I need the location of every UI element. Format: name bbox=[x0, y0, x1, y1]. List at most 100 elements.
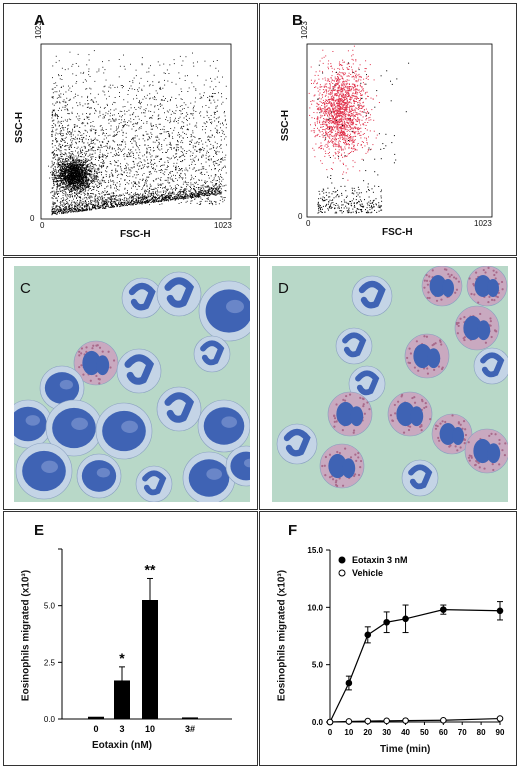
scatter-point bbox=[180, 141, 182, 143]
scatter-point bbox=[97, 173, 98, 175]
scatter-point bbox=[68, 85, 69, 87]
scatter-point bbox=[135, 143, 137, 145]
scatter-point bbox=[84, 206, 86, 208]
scatter-point bbox=[80, 172, 82, 174]
scatter-point bbox=[129, 153, 130, 155]
scatter-point bbox=[127, 190, 128, 192]
scatter-point bbox=[62, 178, 64, 180]
scatter-point bbox=[86, 187, 88, 189]
scatter-point bbox=[206, 145, 208, 147]
scatter-point bbox=[185, 153, 187, 154]
scatter-point bbox=[157, 187, 159, 188]
scatter-point bbox=[191, 113, 192, 115]
scatter-point bbox=[80, 72, 82, 74]
scatter-point bbox=[56, 188, 58, 190]
scatter-point bbox=[173, 174, 174, 176]
scatter-point bbox=[100, 166, 102, 167]
scatter-point bbox=[100, 207, 102, 208]
scatter-point bbox=[58, 178, 60, 179]
scatter-point bbox=[203, 187, 205, 189]
scatter-point bbox=[219, 187, 221, 189]
scatter-point bbox=[124, 68, 126, 70]
scatter-point bbox=[152, 84, 154, 86]
scatter-point bbox=[88, 103, 90, 105]
scatter-point bbox=[89, 129, 91, 131]
scatter-point bbox=[64, 105, 66, 107]
scatter-point bbox=[131, 187, 132, 189]
scatter-point bbox=[183, 181, 185, 183]
scatter-point bbox=[112, 120, 114, 122]
scatter-point bbox=[105, 145, 107, 147]
scatter-point bbox=[84, 174, 86, 176]
scatter-point bbox=[203, 166, 205, 168]
scatter-point bbox=[159, 195, 161, 197]
scatter-point bbox=[135, 149, 137, 151]
scatter-point bbox=[53, 169, 55, 171]
scatter-point bbox=[59, 124, 60, 126]
scatter-point bbox=[91, 170, 93, 172]
scatter-point bbox=[54, 195, 55, 197]
scatter-point bbox=[158, 200, 159, 202]
scatter-point bbox=[85, 169, 87, 171]
scatter-point bbox=[148, 71, 150, 73]
scatter-point bbox=[69, 98, 71, 100]
scatter-point bbox=[52, 65, 54, 67]
scatter-point bbox=[73, 176, 75, 178]
scatter-point bbox=[222, 198, 223, 200]
scatter-point bbox=[174, 119, 176, 121]
scatter-point bbox=[75, 190, 77, 191]
scatter-point bbox=[216, 160, 218, 161]
scatter-point bbox=[190, 134, 192, 135]
scatter-point bbox=[65, 206, 67, 208]
scatter-point bbox=[72, 153, 73, 155]
scatter-point bbox=[75, 169, 77, 171]
scatter-point bbox=[70, 181, 72, 183]
scatter-point bbox=[60, 140, 61, 142]
scatter-point bbox=[84, 147, 86, 149]
scatter-point bbox=[71, 170, 73, 172]
scatter-point bbox=[135, 182, 136, 184]
scatter-point bbox=[93, 128, 95, 130]
scatter-point bbox=[53, 183, 55, 185]
scatter-point bbox=[115, 155, 116, 157]
scatter-point bbox=[166, 190, 168, 191]
scatter-point bbox=[67, 176, 69, 178]
scatter-point bbox=[221, 158, 223, 160]
scatter-point bbox=[85, 175, 87, 176]
scatter-point bbox=[186, 129, 188, 131]
scatter-point bbox=[174, 196, 175, 198]
scatter-point bbox=[121, 173, 122, 175]
scatter-point bbox=[80, 161, 82, 163]
scatter-point bbox=[68, 169, 70, 171]
scatter-point bbox=[89, 171, 91, 173]
scatter-point bbox=[64, 212, 66, 214]
scatter-point bbox=[76, 178, 78, 180]
scatter-point bbox=[209, 95, 210, 97]
scatter-point bbox=[65, 163, 66, 165]
scatter-point bbox=[179, 156, 181, 158]
scatter-point bbox=[70, 208, 71, 209]
scatter-point bbox=[98, 191, 100, 192]
scatter-point bbox=[187, 137, 188, 138]
scatter-point bbox=[65, 172, 67, 173]
scatter-point bbox=[169, 64, 171, 66]
scatter-point bbox=[89, 183, 90, 185]
scatter-point bbox=[202, 146, 204, 148]
scatter-point bbox=[79, 148, 81, 150]
scatter-point bbox=[123, 172, 125, 174]
scatter-point bbox=[121, 202, 123, 204]
scatter-point bbox=[135, 194, 137, 196]
scatter-point bbox=[92, 193, 94, 194]
scatter-point bbox=[200, 189, 202, 191]
scatter-point bbox=[188, 87, 190, 89]
scatter-point bbox=[156, 140, 158, 142]
scatter-point bbox=[216, 192, 218, 194]
scatter-point bbox=[109, 176, 111, 177]
scatter-point bbox=[75, 173, 77, 175]
scatter-point bbox=[196, 170, 198, 172]
scatter-point bbox=[158, 197, 159, 199]
scatter-point bbox=[117, 131, 118, 133]
scatter-point bbox=[202, 126, 204, 127]
scatter-point bbox=[76, 157, 78, 159]
scatter-point bbox=[216, 110, 218, 112]
